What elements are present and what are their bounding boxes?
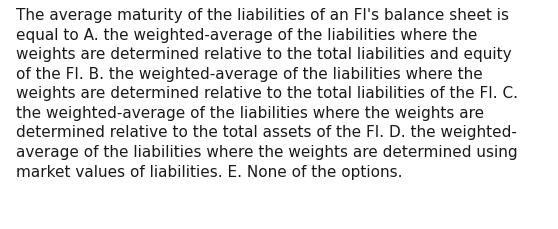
- Text: The average maturity of the liabilities of an FI's balance sheet is
equal to A. : The average maturity of the liabilities …: [16, 8, 518, 179]
